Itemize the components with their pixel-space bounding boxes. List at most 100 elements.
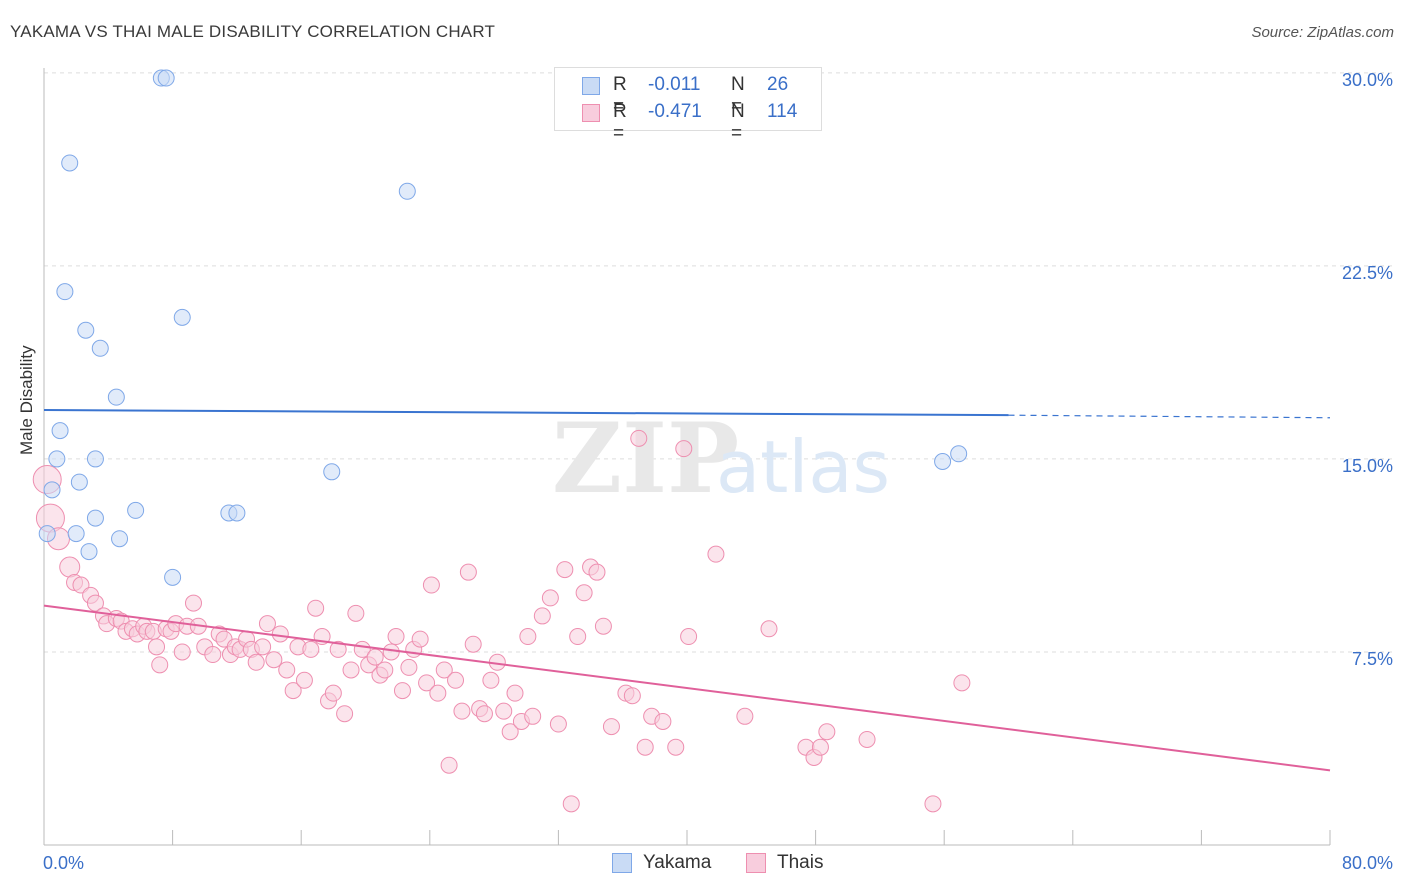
thais-point — [447, 671, 465, 689]
yakama-point — [323, 463, 341, 481]
n-value: 26 — [767, 74, 789, 95]
x-tick-label-min: 0.0% — [43, 853, 84, 873]
thais-point — [680, 628, 698, 646]
yakama-point — [61, 154, 79, 172]
yakama-points — [38, 69, 968, 586]
yakama-point — [173, 308, 191, 326]
thais-point — [760, 620, 778, 638]
watermark-atlas: atlas — [716, 425, 890, 509]
thais-point — [173, 643, 191, 661]
yakama-point — [164, 568, 182, 586]
watermark-zip: ZIP — [552, 402, 739, 515]
thais-point — [858, 730, 876, 748]
thais-trendline — [43, 604, 1331, 772]
thais-point — [400, 658, 418, 676]
thais-point — [86, 594, 104, 612]
thais-point — [278, 661, 296, 679]
chart-source: Source: ZipAtlas.com — [1251, 24, 1394, 41]
thais-point — [429, 684, 447, 702]
thais-point — [602, 718, 620, 736]
stats-legend: R = -0.011 N = 26 R = -0.471 N = 114 — [554, 67, 822, 144]
thais-point — [475, 705, 493, 723]
gridlines — [44, 72, 1392, 653]
r-value: -0.471 — [648, 101, 702, 122]
yakama-point — [77, 321, 95, 339]
y-axis-label: Male Disability — [17, 345, 36, 455]
thais-point — [393, 682, 411, 700]
thais-point — [501, 723, 519, 741]
axes — [43, 68, 1331, 846]
thais-point — [295, 671, 313, 689]
x-tick-label-max: 80.0% — [1342, 853, 1393, 873]
thais-point — [707, 545, 725, 563]
yakama-point — [86, 450, 104, 468]
yakama-point — [398, 182, 416, 200]
thais-point — [623, 687, 641, 705]
n-label: N = — [731, 74, 745, 117]
y-tick-label: 7.5% — [1352, 649, 1393, 669]
thais-point — [376, 661, 394, 679]
y-tick-label: 22.5% — [1342, 263, 1393, 283]
thais-point — [818, 723, 836, 741]
thais-point — [418, 674, 436, 692]
thais-point — [184, 594, 202, 612]
chart-title: YAKAMA VS THAI MALE DISABILITY CORRELATI… — [10, 22, 496, 41]
yakama-point — [43, 481, 61, 499]
thais-point — [387, 628, 405, 646]
thais-point — [59, 556, 81, 578]
yakama-point — [51, 422, 69, 440]
thais-point — [342, 661, 360, 679]
thais-point — [411, 630, 429, 648]
yakama-point — [934, 453, 952, 471]
thais-legend-swatch — [746, 853, 766, 873]
thais-point — [204, 646, 222, 664]
n-value: 114 — [767, 101, 798, 122]
thais-point — [347, 604, 365, 622]
thais-point — [459, 563, 477, 581]
thais-point — [151, 656, 169, 674]
r-value: -0.011 — [648, 74, 701, 95]
thais-point — [549, 715, 567, 733]
thais-point — [533, 607, 551, 625]
yakama-point — [228, 504, 246, 522]
thais-point — [569, 628, 587, 646]
thais-point — [736, 707, 754, 725]
yakama-point — [950, 445, 968, 463]
thais-point — [506, 684, 524, 702]
thais-point — [422, 576, 440, 594]
n-label: N = — [731, 101, 745, 144]
thais-point — [924, 795, 942, 813]
thais-point — [271, 625, 289, 643]
y-tick-label: 30.0% — [1342, 70, 1393, 90]
yakama-point — [38, 525, 56, 543]
thais-swatch — [582, 104, 600, 122]
thais-point — [336, 705, 354, 723]
thais-point — [254, 638, 272, 656]
yakama-point — [157, 69, 175, 87]
thais-point — [953, 674, 971, 692]
yakama-point — [127, 501, 145, 519]
thais-point — [654, 712, 672, 730]
thais-point — [495, 702, 513, 720]
y-tick-label: 15.0% — [1342, 456, 1393, 476]
r-label: R = — [613, 74, 627, 117]
yakama-point — [91, 339, 109, 357]
legend-label: Yakama — [643, 852, 712, 873]
tick-labels: 7.5% 15.0% 22.5% 30.0% 0.0% 80.0% — [43, 70, 1393, 873]
thais-point — [811, 738, 829, 756]
yakama-trendline — [43, 409, 1009, 417]
yakama-point — [70, 473, 88, 491]
yakama-point — [111, 530, 129, 548]
thais-point — [366, 648, 384, 666]
thais-point — [541, 589, 559, 607]
thais-point — [329, 640, 347, 658]
yakama-point — [80, 543, 98, 561]
thais-point — [675, 440, 693, 458]
thais-point — [464, 635, 482, 653]
yakama-swatch — [582, 77, 600, 95]
yakama-point — [48, 450, 66, 468]
thais-point — [382, 643, 400, 661]
thais-point — [324, 684, 342, 702]
thais-point — [258, 615, 276, 633]
